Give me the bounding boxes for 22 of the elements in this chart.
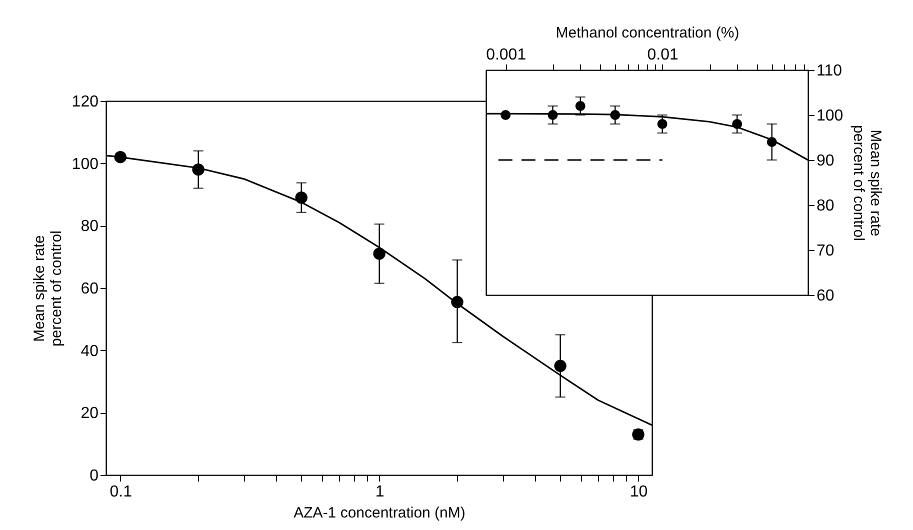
y-tick-label: 110 (816, 62, 842, 80)
y-tick-label: 90 (816, 152, 834, 170)
y-tick-label: 100 (816, 108, 844, 124)
x-tick-label: 0.001 (486, 46, 526, 64)
y-tick-label: 70 (816, 242, 834, 260)
y-tick-label: 60 (80, 280, 99, 298)
y-tick-label: 0 (90, 468, 99, 484)
y-tick-label: 80 (816, 198, 834, 214)
y-axis-title: Mean spike rate percent of control (850, 125, 884, 241)
y-tick-label: 40 (80, 342, 99, 360)
y-tick-label: 100 (72, 156, 99, 173)
x-tick-label: 10 (630, 484, 648, 500)
y-tick-label: 80 (80, 218, 99, 236)
x-tick-label: 0.01 (647, 46, 678, 64)
x-tick-label: 0.1 (110, 484, 132, 500)
y-axis-title: Mean spike rate percent of control (30, 230, 65, 346)
y-tick-label: 20 (80, 405, 99, 422)
y-tick-label: 60 (816, 288, 834, 304)
x-axis-title: Methanol concentration (%) (556, 24, 740, 42)
x-tick-label: 1 (375, 484, 384, 500)
x-axis-title: AZA-1 concentration (nM) (294, 504, 466, 522)
y-tick-label: 120 (72, 94, 99, 110)
